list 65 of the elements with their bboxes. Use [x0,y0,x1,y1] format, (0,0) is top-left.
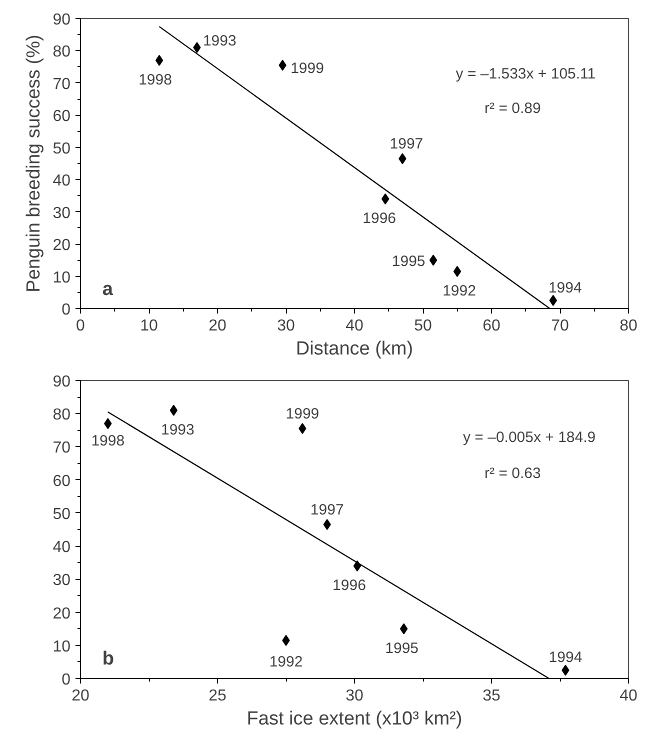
y-tick-label: 50 [52,140,71,158]
y-tick-label: 90 [52,374,71,390]
annotation: 1998 [91,432,125,450]
point [429,254,438,266]
point [193,42,201,53]
y-axis-title: Penguin breeding success (%) [24,34,45,292]
annotation: 1993 [202,32,236,50]
x-tick-label: 40 [620,688,638,704]
annotation: 1995 [392,253,426,270]
point [381,193,390,204]
annotation: 1995 [385,640,419,657]
annotation: a [102,278,114,300]
y-tick-label: 60 [52,108,71,126]
y-tick-label: 10 [52,638,71,656]
annotation: 1994 [548,649,582,666]
point [353,560,362,572]
annotation: 1996 [362,210,396,227]
y-tick-label: 20 [52,237,71,254]
x-tick-label: 30 [277,318,295,334]
y-tick-label: 40 [52,172,71,190]
y-tick-label: 60 [52,472,71,490]
y-tick-label: 70 [52,440,71,457]
y-tick-label: 30 [52,572,71,590]
point [453,266,462,277]
y-tick-label: 10 [52,269,71,286]
annotation: 1997 [310,502,344,519]
x-tick-label: 40 [346,318,364,334]
point [155,54,164,66]
y-tick-label: 30 [52,204,71,222]
annotation: b [102,648,114,670]
x-tick-label: 25 [208,688,226,704]
y-tick-label: 80 [52,406,71,424]
annotation: 1992 [442,282,476,300]
x-tick-label: 50 [414,318,432,334]
y-tick-label: 50 [52,506,71,523]
x-axis-title: Fast ice extent (x10³ km²) [246,708,462,730]
annotation: y = –0.005x + 184.9 [463,429,596,446]
annotation: r² = 0.89 [484,100,541,118]
y-tick-label: 90 [52,12,71,28]
annotation: 1994 [548,279,582,296]
y-tick-label: 0 [62,302,71,318]
annotation: 1993 [160,421,194,438]
annotation: r² = 0.63 [484,464,541,482]
annotation: 1997 [390,136,424,153]
x-tick-label: 35 [482,688,500,704]
y-tick-label: 20 [52,605,71,622]
annotation: y = –1.533x + 105.11 [456,65,596,82]
x-tick-label: 20 [208,318,226,334]
y-tick-label: 0 [62,672,71,688]
x-tick-label: 70 [551,318,569,334]
y-tick-label: 40 [52,539,71,556]
y-tick-label: 70 [52,76,71,93]
point [400,623,408,634]
x-tick-label: 0 [76,318,86,334]
x-tick-label: 10 [140,318,158,334]
y-tick-label: 80 [52,44,71,61]
x-tick-label: 80 [620,318,638,334]
annotation: 1996 [332,576,366,594]
annotation: 1998 [138,71,172,88]
annotation: 1992 [269,653,303,670]
annotation: 1999 [286,406,320,423]
annotation: 1999 [290,60,324,78]
x-tick-label: 30 [346,688,364,704]
x-axis-title: Distance (km) [296,338,414,360]
x-tick-label: 60 [482,318,500,334]
